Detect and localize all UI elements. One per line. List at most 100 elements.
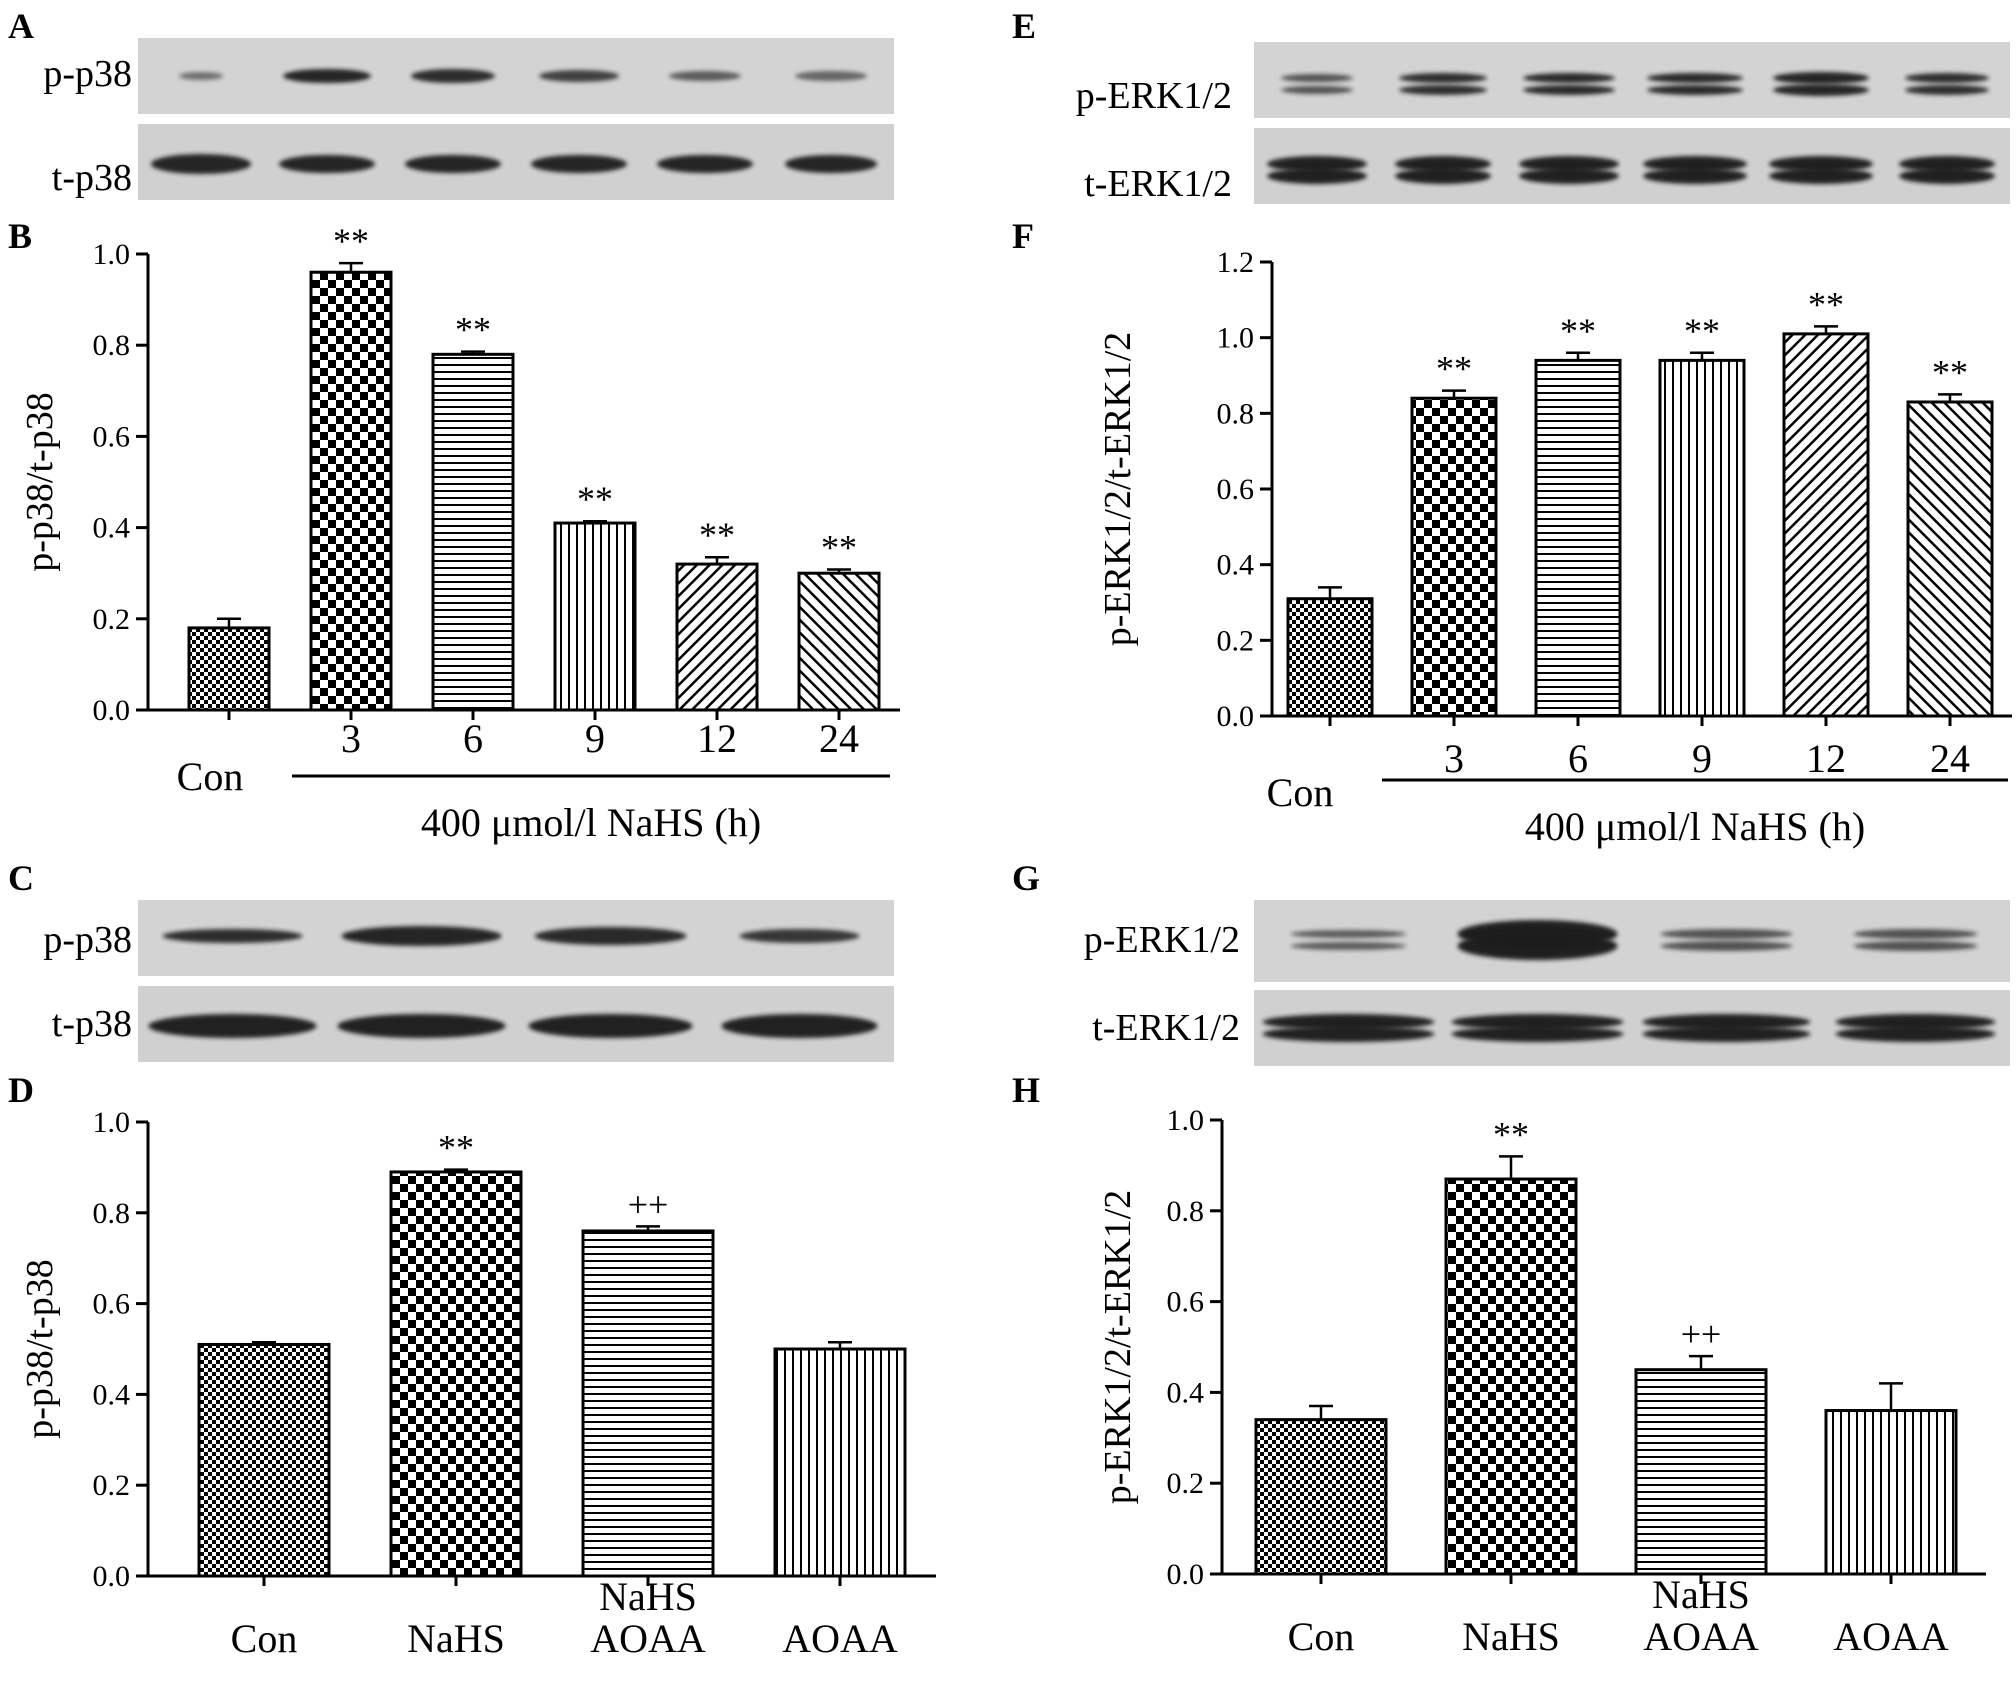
- blot-c: p-p38 t-p38: [43, 900, 894, 1062]
- chart-h-y-tick-label: 1.0: [1167, 1104, 1205, 1137]
- chart-b-annotation-4: **: [577, 479, 613, 519]
- chart-h-category-4: AOAA: [1833, 1614, 1949, 1659]
- blot-e-band-r1-l5-1: [1773, 72, 1869, 84]
- blot-e-band-r2-l2-1: [1395, 156, 1491, 172]
- blot-e-row-label-1: p-ERK1/2: [1076, 75, 1232, 117]
- chart-d-bar-3: [581, 1229, 715, 1578]
- blot-a-band-r1-l1: [179, 72, 223, 80]
- chart-d-y-tick-label: 0.2: [93, 1469, 131, 1502]
- chart-h-y-tick-label: 0.4: [1167, 1376, 1205, 1409]
- chart-b-y-tick-label: 0.6: [93, 420, 131, 453]
- chart-f-annotation-6: **: [1932, 352, 1968, 392]
- blot-c-row-label-2: t-p38: [52, 1003, 132, 1045]
- blot-g-band-r2-l2-1: [1451, 1014, 1624, 1030]
- chart-b-y-tick-label: 1.0: [93, 238, 131, 271]
- blot-a-band-r2-l3: [405, 155, 501, 173]
- chart-h-category-2: NaHS: [1462, 1614, 1560, 1659]
- blot-e-band-r2-l6-1: [1899, 156, 1995, 172]
- chart-b-bar-4: [553, 521, 637, 712]
- panel-label-h: H: [1012, 1070, 1040, 1110]
- blot-a-band-r2-l4: [531, 155, 627, 173]
- chart-h-bar-1: [1254, 1418, 1388, 1576]
- blot-e-band-r2-l5-1: [1769, 156, 1873, 172]
- chart-b-category-4: 9: [585, 716, 605, 761]
- chart-d-bar-4: [773, 1347, 907, 1578]
- blot-g-strip-1: [1254, 900, 2010, 982]
- blot-c-band-r2-l3: [528, 1014, 693, 1038]
- chart-h-y-label: p-ERK1/2/t-ERK1/2: [1097, 1190, 1139, 1505]
- panel-label-b: B: [8, 216, 32, 256]
- blot-c-band-r1-l2: [341, 926, 502, 946]
- blot-a-band-r2-l5: [657, 155, 753, 173]
- chart-b-y-tick-label: 0.0: [93, 694, 131, 727]
- panel-label-c: C: [8, 858, 34, 898]
- chart-f-y-tick-label: 1.2: [1217, 246, 1255, 279]
- chart-f-y-label: p-ERK1/2/t-ERK1/2: [1097, 332, 1139, 647]
- blot-e-band-r1-l4-2: [1647, 85, 1743, 95]
- chart-b-y-tick-label: 0.2: [93, 603, 131, 636]
- blot-e-band-r1-l6-2: [1905, 85, 1989, 95]
- chart-f-annotation-5: **: [1808, 284, 1844, 324]
- blot-g-band-r2-l1-2: [1262, 1026, 1435, 1042]
- blot-c-band-r2-l4: [721, 1014, 878, 1038]
- chart-f-annotation-3: **: [1560, 311, 1596, 351]
- panel-label-e: E: [1012, 6, 1036, 46]
- chart-b-annotation-2: **: [333, 221, 369, 261]
- blot-a-strip-1: [138, 38, 894, 114]
- blot-g-band-r2-l1-1: [1262, 1014, 1435, 1030]
- chart-b-bar-3: [431, 352, 515, 712]
- chart-f-y-tick-label: 0.2: [1217, 624, 1255, 657]
- blot-a-band-r1-l5: [669, 71, 741, 81]
- blot-a-band-r1-l4: [539, 70, 619, 82]
- panel-label-g: G: [1012, 858, 1040, 898]
- chart-f-category-2: 3: [1444, 736, 1464, 781]
- chart-d-y-tick-label: 0.0: [93, 1560, 131, 1593]
- blot-e-band-r2-l3-2: [1519, 168, 1619, 184]
- chart-d-y-tick-label: 0.6: [93, 1288, 131, 1321]
- blot-e-band-r2-l5-2: [1769, 168, 1873, 184]
- blot-a-band-r1-l3: [411, 69, 495, 83]
- blot-e-row-label-2: t-ERK1/2: [1084, 163, 1232, 205]
- chart-f-bar-6: [1906, 400, 1994, 718]
- blot-e-band-r2-l1-2: [1267, 168, 1367, 184]
- chart-b-bar-6: [797, 571, 881, 712]
- chart-f-category-5: 12: [1806, 736, 1846, 781]
- chart-f-bar-1: [1286, 597, 1374, 718]
- blot-c-band-r1-l3: [534, 927, 687, 945]
- chart-f-category-3: 6: [1568, 736, 1588, 781]
- blot-e-band-r1-l3-1: [1523, 73, 1615, 83]
- chart-f-category-1: Con: [1267, 770, 1334, 815]
- blot-a-row-label-2: t-p38: [52, 157, 132, 199]
- blot-e-band-r2-l4-2: [1643, 168, 1747, 184]
- chart-d-bar-1: [197, 1342, 331, 1578]
- chart-f-y-tick-label: 0.6: [1217, 473, 1255, 506]
- blot-g-band-r2-l2-2: [1451, 1026, 1624, 1042]
- chart-b-y-label: p-p38/t-p38: [19, 392, 61, 571]
- chart-d-y-tick-label: 0.4: [93, 1378, 131, 1411]
- chart-d-category-2: NaHS: [407, 1616, 505, 1661]
- chart-b-annotation-6: **: [821, 528, 857, 568]
- blot-e-band-r2-l6-2: [1899, 168, 1995, 184]
- blot-e-band-r1-l4-1: [1647, 73, 1743, 83]
- blot-a-row-label-1: p-p38: [43, 53, 132, 95]
- chart-b-category-2: 3: [341, 716, 361, 761]
- blot-e-band-r2-l4-1: [1643, 156, 1747, 172]
- blot-g-band-r1-l1-2: [1290, 942, 1407, 950]
- chart-b-group-label: 400 μmol/l NaHS (h): [421, 800, 761, 845]
- chart-b: 0.0 0.2 0.4 0.6 0.8 1.0 p-p38/t-p38 Con ** 3 ** 6 **…: [19, 221, 900, 845]
- blot-g-band-r1-l4-2: [1853, 941, 1978, 951]
- chart-b-category-5: 12: [697, 716, 737, 761]
- blot-e-band-r1-l1-2: [1281, 86, 1353, 94]
- blot-g-band-r1-l1-1: [1290, 930, 1407, 938]
- blot-a-band-r2-l2: [279, 155, 375, 173]
- chart-h-category-3: NaHS AOAA: [1643, 1572, 1759, 1659]
- blot-a-band-r1-l2: [283, 69, 371, 83]
- chart-f-y-tick-label: 1.0: [1217, 322, 1255, 355]
- blot-e-band-r1-l3-2: [1523, 85, 1615, 95]
- chart-f: 0.0 0.2 0.4 0.6 0.8 1.0 1.2 p-ERK1/2/t-ERK1/2 Co…: [1097, 246, 2012, 849]
- chart-d-y-label: p-p38/t-p38: [19, 1259, 61, 1438]
- chart-d-annotation-3: ++: [628, 1184, 669, 1224]
- panel-label-d: D: [8, 1070, 34, 1110]
- chart-b-category-6: 24: [819, 716, 859, 761]
- chart-f-bar-5: [1782, 332, 1870, 718]
